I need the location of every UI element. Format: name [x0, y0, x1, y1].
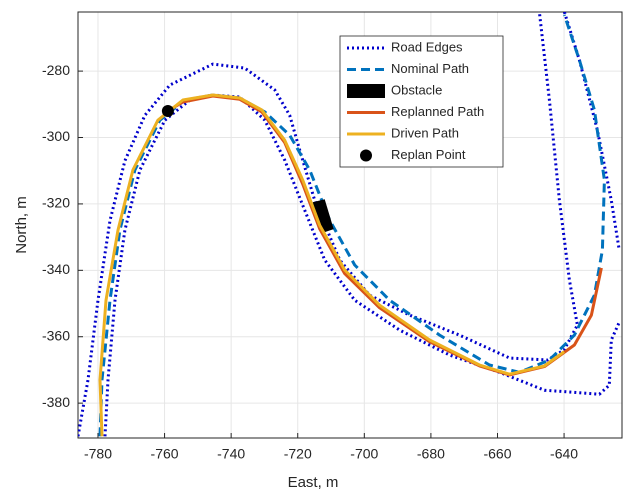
legend-label: Driven Path	[391, 125, 459, 140]
legend-label: Replan Point	[391, 147, 466, 162]
y-tick-label: -280	[42, 62, 70, 78]
legend-label: Nominal Path	[391, 61, 469, 76]
series-line	[98, 93, 565, 437]
y-tick-label: -320	[42, 195, 70, 211]
legend-label: Road Edges	[391, 39, 463, 54]
series-line	[78, 12, 621, 437]
obstacle	[312, 199, 334, 234]
plot-area	[78, 12, 621, 437]
x-tick-label: -680	[417, 446, 445, 462]
legend-box	[339, 35, 504, 168]
legend-swatch	[347, 84, 385, 98]
series-line	[98, 14, 606, 437]
x-tick-label: -760	[151, 446, 179, 462]
x-tick-label: -740	[217, 446, 245, 462]
marker	[161, 104, 174, 117]
x-tick-label: -720	[284, 446, 312, 462]
x-tick-label: -660	[483, 446, 511, 462]
y-tick-label: -340	[42, 261, 70, 277]
x-tick-label: -640	[550, 446, 578, 462]
plot-frame	[77, 11, 623, 439]
legend-label: Replanned Path	[391, 104, 484, 119]
x-tick-label: -700	[350, 446, 378, 462]
y-tick-label: -360	[42, 327, 70, 343]
legend-label: Obstacle	[391, 82, 442, 97]
x-axis-label: East, m	[288, 474, 339, 491]
x-tick-label: -780	[84, 446, 112, 462]
legend-swatch	[360, 149, 372, 162]
y-tick-label: -380	[42, 394, 70, 410]
y-tick-label: -300	[42, 128, 70, 144]
y-axis-label: North, m	[13, 196, 30, 254]
